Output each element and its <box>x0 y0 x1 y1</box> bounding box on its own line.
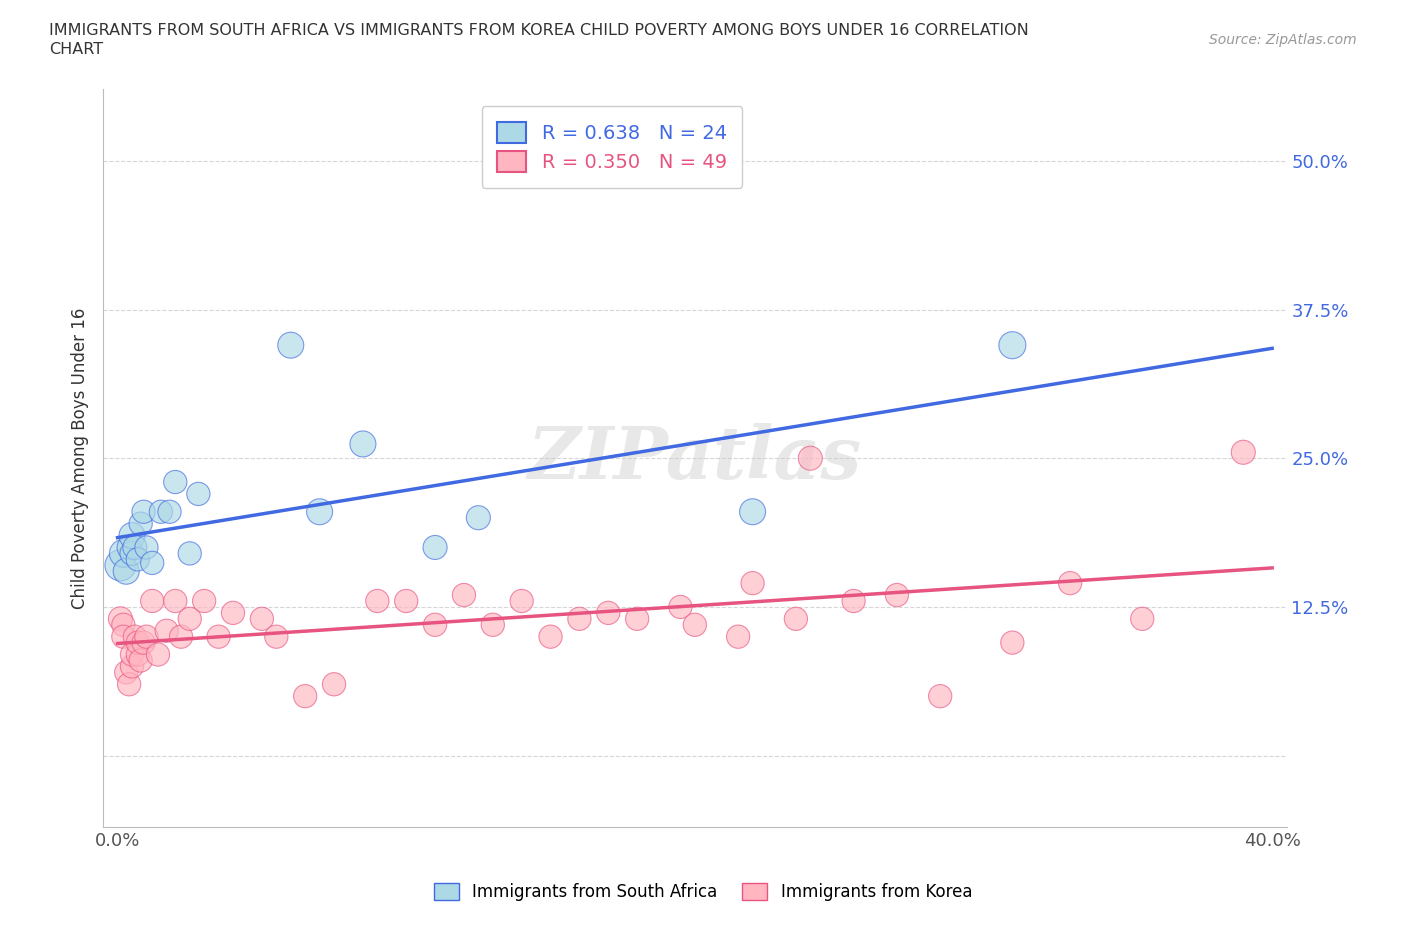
Point <box>626 611 648 626</box>
Point <box>187 486 209 501</box>
Point <box>1130 611 1153 626</box>
Point <box>727 630 749 644</box>
Point <box>886 588 908 603</box>
Text: ZIPatlas: ZIPatlas <box>527 423 862 494</box>
Point <box>598 605 620 620</box>
Point <box>124 630 146 644</box>
Point <box>132 635 155 650</box>
Point <box>222 605 245 620</box>
Point <box>453 588 475 603</box>
Point <box>250 611 273 626</box>
Point <box>127 551 149 566</box>
Point <box>280 338 302 352</box>
Legend: Immigrants from South Africa, Immigrants from Korea: Immigrants from South Africa, Immigrants… <box>427 876 979 908</box>
Point <box>165 593 187 608</box>
Point <box>1059 576 1081 591</box>
Point <box>179 611 201 626</box>
Point <box>423 618 446 632</box>
Point <box>741 576 763 591</box>
Point <box>110 611 132 626</box>
Point <box>146 647 169 662</box>
Point <box>135 630 157 644</box>
Point <box>467 511 489 525</box>
Text: CHART: CHART <box>49 42 103 57</box>
Point <box>129 653 152 668</box>
Point <box>121 647 143 662</box>
Point <box>127 647 149 662</box>
Point <box>110 558 132 573</box>
Point <box>149 504 172 519</box>
Point <box>683 618 706 632</box>
Point <box>193 593 215 608</box>
Point <box>112 618 135 632</box>
Point <box>159 504 181 519</box>
Point <box>207 630 229 644</box>
Point <box>112 630 135 644</box>
Point <box>540 630 562 644</box>
Point <box>799 451 821 466</box>
Point <box>112 546 135 561</box>
Point <box>929 689 952 704</box>
Point <box>141 555 163 570</box>
Point <box>482 618 505 632</box>
Point <box>1001 635 1024 650</box>
Point <box>741 504 763 519</box>
Point <box>1001 338 1024 352</box>
Text: IMMIGRANTS FROM SOUTH AFRICA VS IMMIGRANTS FROM KOREA CHILD POVERTY AMONG BOYS U: IMMIGRANTS FROM SOUTH AFRICA VS IMMIGRAN… <box>49 23 1029 38</box>
Point <box>395 593 418 608</box>
Point <box>352 436 374 451</box>
Point <box>308 504 330 519</box>
Point <box>669 600 692 615</box>
Point <box>141 593 163 608</box>
Point <box>121 546 143 561</box>
Point <box>124 540 146 555</box>
Point <box>785 611 807 626</box>
Point <box>842 593 865 608</box>
Point <box>129 516 152 531</box>
Point <box>127 635 149 650</box>
Point <box>323 677 346 692</box>
Point <box>366 593 388 608</box>
Point <box>121 659 143 674</box>
Point <box>179 546 201 561</box>
Y-axis label: Child Poverty Among Boys Under 16: Child Poverty Among Boys Under 16 <box>72 308 89 609</box>
Point <box>266 630 288 644</box>
Point <box>121 528 143 543</box>
Point <box>118 540 141 555</box>
Text: Source: ZipAtlas.com: Source: ZipAtlas.com <box>1209 33 1357 46</box>
Point <box>510 593 533 608</box>
Point <box>132 504 155 519</box>
Point <box>165 474 187 489</box>
Point <box>423 540 446 555</box>
Point <box>115 665 138 680</box>
Point <box>170 630 193 644</box>
Point <box>135 540 157 555</box>
Point <box>115 564 138 578</box>
Point <box>294 689 316 704</box>
Point <box>118 677 141 692</box>
Point <box>568 611 591 626</box>
Point <box>156 623 179 638</box>
Point <box>1232 445 1254 459</box>
Legend: R = 0.638   N = 24, R = 0.350   N = 49: R = 0.638 N = 24, R = 0.350 N = 49 <box>481 107 742 188</box>
